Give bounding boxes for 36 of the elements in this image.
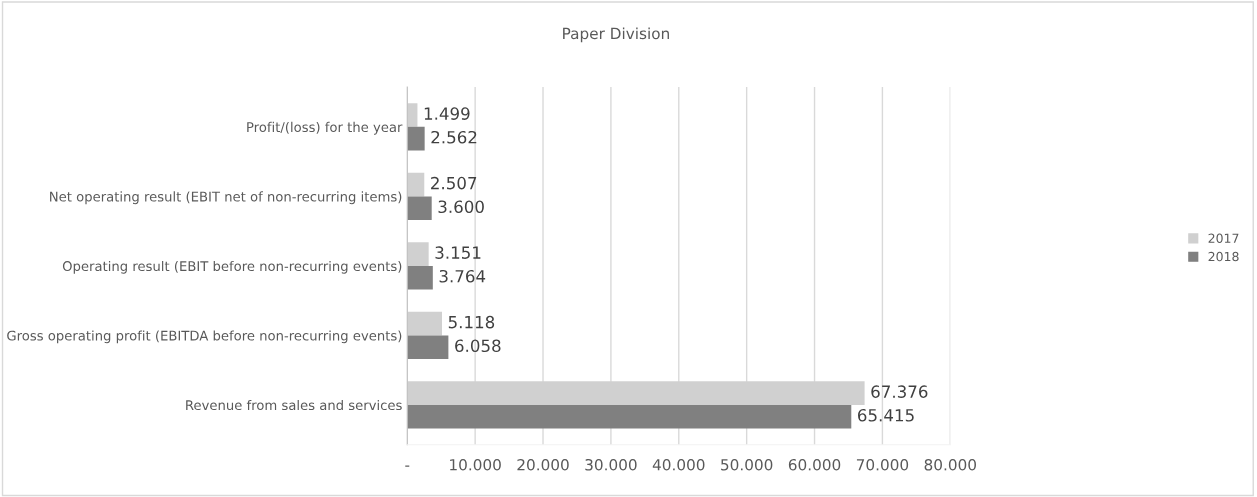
data-label: 67.376	[871, 385, 928, 398]
bar	[407, 126, 425, 151]
x-tick-label: 10.000	[450, 458, 501, 471]
bar	[407, 242, 429, 266]
legend-label: 2017	[1208, 233, 1239, 243]
x-tick-label: 80.000	[924, 458, 977, 471]
x-tick-label: 60.000	[788, 458, 841, 471]
bar	[407, 172, 425, 197]
y-tick-label: Gross operating profit (EBITDA before non-recurring events)	[7, 330, 402, 344]
x-tick-label: 50.000	[721, 458, 773, 471]
data-label: 3.600	[438, 200, 484, 214]
bar	[407, 404, 852, 429]
data-label: 3.151	[435, 246, 481, 259]
bar	[407, 311, 443, 336]
data-label: 65.415	[858, 408, 914, 422]
y-tick-label: Profit/(loss) for the year	[247, 121, 403, 135]
bar	[407, 265, 433, 290]
y-tick-label: Revenue from sales and services	[186, 399, 402, 411]
bar	[407, 103, 418, 127]
data-label: 3.764	[439, 269, 486, 283]
y-tick-label: Net operating result (EBIT net of non-recurring items)	[50, 191, 402, 205]
legend-label: 2018	[1208, 251, 1239, 262]
y-tick-label: Operating result (EBIT before non-recurring events)	[62, 260, 402, 274]
data-label: 5.118	[448, 315, 495, 329]
bar	[407, 335, 449, 360]
chart-title: Paper Division	[563, 27, 669, 43]
x-tick-label: 70.000	[856, 458, 909, 471]
x-tick-label: 30.000	[585, 458, 637, 471]
x-tick-label: 20.000	[517, 458, 569, 471]
data-label: 1.499	[424, 107, 470, 120]
data-label: 2.562	[431, 130, 477, 144]
bar	[407, 196, 432, 221]
data-label: 2.507	[431, 176, 477, 190]
data-label: 6.058	[455, 339, 501, 353]
x-tick-label: -	[405, 465, 410, 467]
x-tick-label: 40.000	[652, 458, 705, 471]
